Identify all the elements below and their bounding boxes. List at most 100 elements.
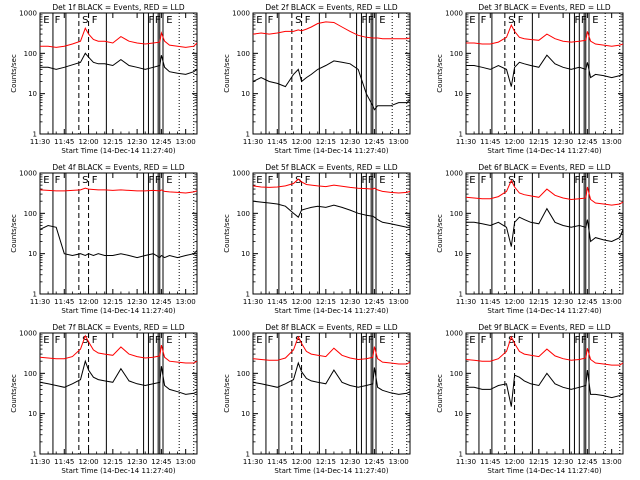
x-tick-label: 12:45 xyxy=(364,298,384,306)
y-axis-label: Counts/sec xyxy=(436,214,444,253)
x-tick-label: 12:15 xyxy=(529,138,549,146)
marker-letter: F xyxy=(574,15,580,26)
series-line-lld xyxy=(40,27,198,48)
marker-letter: F xyxy=(368,335,374,346)
marker-letter: E xyxy=(256,175,262,186)
x-axis-label: Start Time (14-Dec-14 11:27:40) xyxy=(487,467,601,475)
plot-frame xyxy=(252,12,411,135)
marker-letter: F xyxy=(581,15,587,26)
x-tick-label: 13:00 xyxy=(389,458,409,466)
x-tick-label: 11:45 xyxy=(267,298,287,306)
y-tick-label: 1000 xyxy=(232,330,250,338)
y-tick-label: 1 xyxy=(246,451,250,459)
x-tick-label: 12:45 xyxy=(364,138,384,146)
plot-frame xyxy=(39,12,198,135)
x-tick-label: 12:30 xyxy=(127,298,147,306)
y-axis-label: Counts/sec xyxy=(10,374,18,413)
plot-frame xyxy=(465,12,624,135)
y-tick-label: 1000 xyxy=(445,170,463,178)
x-tick-label: 12:00 xyxy=(504,298,524,306)
y-tick-label: 10 xyxy=(241,90,250,98)
x-tick-label: 12:30 xyxy=(553,458,573,466)
y-tick-label: 1 xyxy=(33,291,37,299)
marker-letter: E xyxy=(592,15,598,26)
y-tick-label: 1 xyxy=(459,451,463,459)
x-tick-label: 12:30 xyxy=(340,298,360,306)
y-tick-label: 10 xyxy=(454,410,463,418)
x-tick-label: 13:00 xyxy=(176,138,196,146)
x-tick-label: 13:00 xyxy=(176,298,196,306)
x-tick-label: 12:45 xyxy=(151,298,171,306)
x-tick-label: 12:45 xyxy=(577,458,597,466)
x-tick-label: 11:45 xyxy=(267,458,287,466)
marker-letter: E xyxy=(592,175,598,186)
marker-letter: F xyxy=(155,335,161,346)
marker-letter: F xyxy=(368,15,374,26)
panel-det-8: Det 8f BLACK = Events, RED = LLD 1 10 100 10… xyxy=(223,323,411,475)
x-tick-label: 13:00 xyxy=(602,298,622,306)
marker-letter: E xyxy=(43,175,49,186)
panel-det-3: Det 3f BLACK = Events, RED = LLD 1 10 100 10… xyxy=(436,3,624,155)
x-tick-label: 11:30 xyxy=(456,458,476,466)
x-axis-label: Start Time (14-Dec-14 11:27:40) xyxy=(487,307,601,315)
x-tick-label: 12:15 xyxy=(316,138,336,146)
marker-letter: S xyxy=(508,15,514,26)
y-axis-label: Counts/sec xyxy=(10,54,18,93)
y-tick-label: 100 xyxy=(24,210,37,218)
y-tick-label: 1 xyxy=(33,451,37,459)
series-line-events xyxy=(39,224,198,259)
marker-letter: F xyxy=(518,175,524,186)
x-tick-label: 12:45 xyxy=(364,458,384,466)
panel-title: Det 9f BLACK = Events, RED = LLD xyxy=(478,323,611,332)
y-tick-label: 100 xyxy=(450,50,463,58)
y-tick-label: 1000 xyxy=(19,10,37,18)
y-tick-label: 1000 xyxy=(445,10,463,18)
marker-letter: E xyxy=(592,335,598,346)
x-tick-label: 12:15 xyxy=(529,298,549,306)
x-tick-label: 12:15 xyxy=(103,298,123,306)
marker-letter: F xyxy=(92,335,98,346)
x-tick-label: 12:15 xyxy=(316,458,336,466)
y-tick-label: 100 xyxy=(450,370,463,378)
plot-frame xyxy=(465,172,624,295)
series-line-lld xyxy=(252,21,411,40)
marker-letter: F xyxy=(148,175,154,186)
y-axis-label: Counts/sec xyxy=(436,54,444,93)
marker-letter: F xyxy=(368,175,374,186)
panel-det-5: Det 5f BLACK = Events, RED = LLD 1 10 100 10… xyxy=(223,163,411,315)
x-tick-label: 12:00 xyxy=(78,458,98,466)
y-tick-label: 10 xyxy=(241,410,250,418)
y-tick-label: 100 xyxy=(24,50,37,58)
x-tick-label: 11:45 xyxy=(54,298,74,306)
plot-frame xyxy=(39,172,198,295)
y-axis-label: Counts/sec xyxy=(223,374,231,413)
y-tick-label: 100 xyxy=(237,210,250,218)
marker-letter: E xyxy=(469,175,475,186)
marker-letter: E xyxy=(256,15,262,26)
x-tick-label: 11:45 xyxy=(267,138,287,146)
marker-letter: E xyxy=(43,335,49,346)
x-tick-label: 11:30 xyxy=(456,298,476,306)
marker-letter: F xyxy=(148,15,154,26)
x-tick-label: 12:15 xyxy=(316,298,336,306)
x-tick-label: 11:45 xyxy=(480,458,500,466)
x-tick-label: 13:00 xyxy=(389,138,409,146)
marker-letter: F xyxy=(305,335,311,346)
marker-letter: S xyxy=(295,175,301,186)
y-tick-label: 1 xyxy=(459,131,463,139)
marker-letter: E xyxy=(379,175,385,186)
y-tick-label: 1 xyxy=(33,131,37,139)
panel-title: Det 3f BLACK = Events, RED = LLD xyxy=(478,3,611,12)
panel-title: Det 2f BLACK = Events, RED = LLD xyxy=(265,3,398,12)
x-tick-label: 12:00 xyxy=(78,298,98,306)
panel-det-6: Det 6f BLACK = Events, RED = LLD 1 10 100 10… xyxy=(436,163,624,315)
series-line-events xyxy=(252,361,411,395)
marker-letter: F xyxy=(361,175,367,186)
marker-letter: F xyxy=(148,335,154,346)
y-axis-label: Counts/sec xyxy=(223,54,231,93)
marker-letter: F xyxy=(574,175,580,186)
y-tick-label: 1 xyxy=(459,291,463,299)
x-tick-label: 12:00 xyxy=(291,458,311,466)
x-tick-label: 12:15 xyxy=(529,458,549,466)
marker-letter: F xyxy=(305,15,311,26)
